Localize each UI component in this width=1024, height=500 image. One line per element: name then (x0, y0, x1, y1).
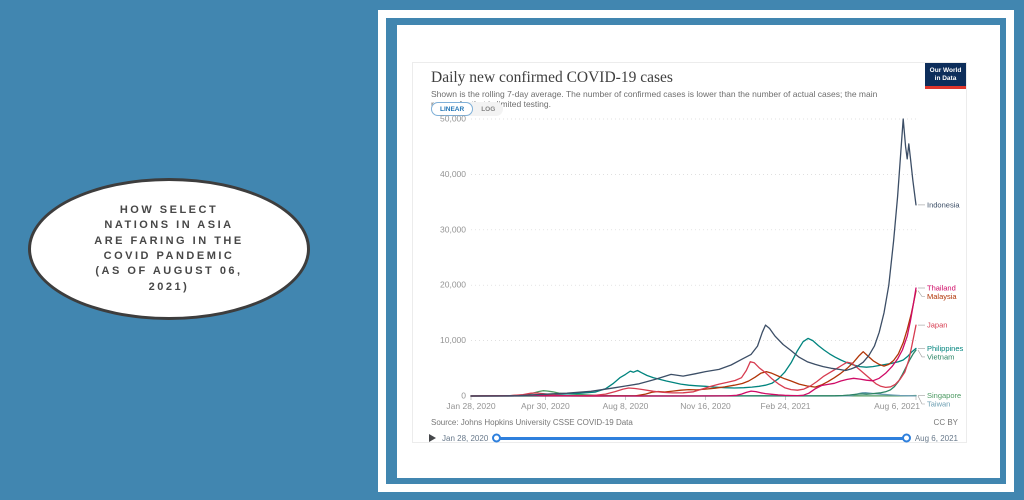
timeline-end-label: Aug 6, 2021 (914, 433, 958, 443)
svg-text:0: 0 (461, 391, 466, 401)
svg-text:Feb 24, 2021: Feb 24, 2021 (760, 401, 810, 411)
svg-text:10,000: 10,000 (440, 335, 466, 345)
svg-text:30,000: 30,000 (440, 224, 466, 234)
owid-logo[interactable]: Our World in Data (925, 63, 966, 89)
chart-panel: Daily new confirmed COVID-19 cases Shown… (397, 25, 1000, 478)
svg-text:Jan 28, 2020: Jan 28, 2020 (446, 401, 495, 411)
covid-line-chart[interactable]: 0 10,000 20,000 30,000 40,000 50,000 Jan 28, 2… (413, 113, 968, 413)
timeline-slider[interactable] (492, 433, 911, 443)
owid-logo-line2: in Data (934, 75, 957, 83)
svg-text:40,000: 40,000 (440, 169, 466, 179)
title-card-ellipse: HOW SELECT NATIONS IN ASIA ARE FARING IN… (28, 178, 310, 320)
linear-button[interactable]: LINEAR (431, 102, 474, 116)
svg-text:Vietnam: Vietnam (927, 352, 954, 361)
svg-text:Aug 6, 2021: Aug 6, 2021 (874, 401, 920, 411)
title-card-caption: HOW SELECT NATIONS IN ASIA ARE FARING IN… (94, 203, 244, 293)
svg-text:50,000: 50,000 (440, 114, 466, 124)
timeline-start-handle[interactable] (492, 433, 502, 443)
svg-text:Philippines: Philippines (927, 344, 964, 353)
owid-chart-widget: Daily new confirmed COVID-19 cases Shown… (412, 62, 967, 443)
timeline-start-label: Jan 28, 2020 (442, 433, 489, 443)
chart-title: Daily new confirmed COVID-19 cases (431, 69, 673, 86)
svg-text:Indonesia: Indonesia (927, 200, 960, 209)
license-link[interactable]: CC BY (933, 418, 958, 427)
svg-text:Singapore: Singapore (927, 391, 961, 400)
timeline: Jan 28, 2020 Aug 6, 2021 (429, 430, 958, 446)
svg-text:Thailand: Thailand (927, 283, 956, 292)
svg-text:Aug 8, 2020: Aug 8, 2020 (603, 401, 649, 411)
source-note: Source: Johns Hopkins University CSSE CO… (431, 418, 633, 427)
svg-text:Taiwan: Taiwan (927, 399, 950, 408)
scale-toggle: LINEAR LOG (431, 102, 504, 116)
picture-frame (378, 10, 1014, 492)
play-icon[interactable] (429, 434, 436, 442)
svg-text:Nov 16, 2020: Nov 16, 2020 (680, 401, 731, 411)
svg-text:20,000: 20,000 (440, 280, 466, 290)
timeline-end-handle[interactable] (901, 433, 911, 443)
source-row: Source: Johns Hopkins University CSSE CO… (431, 418, 958, 427)
svg-text:Malaysia: Malaysia (927, 292, 957, 301)
log-button[interactable]: LOG (481, 105, 496, 113)
svg-text:Apr 30, 2020: Apr 30, 2020 (521, 401, 570, 411)
owid-logo-line1: Our World (929, 67, 962, 74)
svg-text:Japan: Japan (927, 321, 947, 330)
